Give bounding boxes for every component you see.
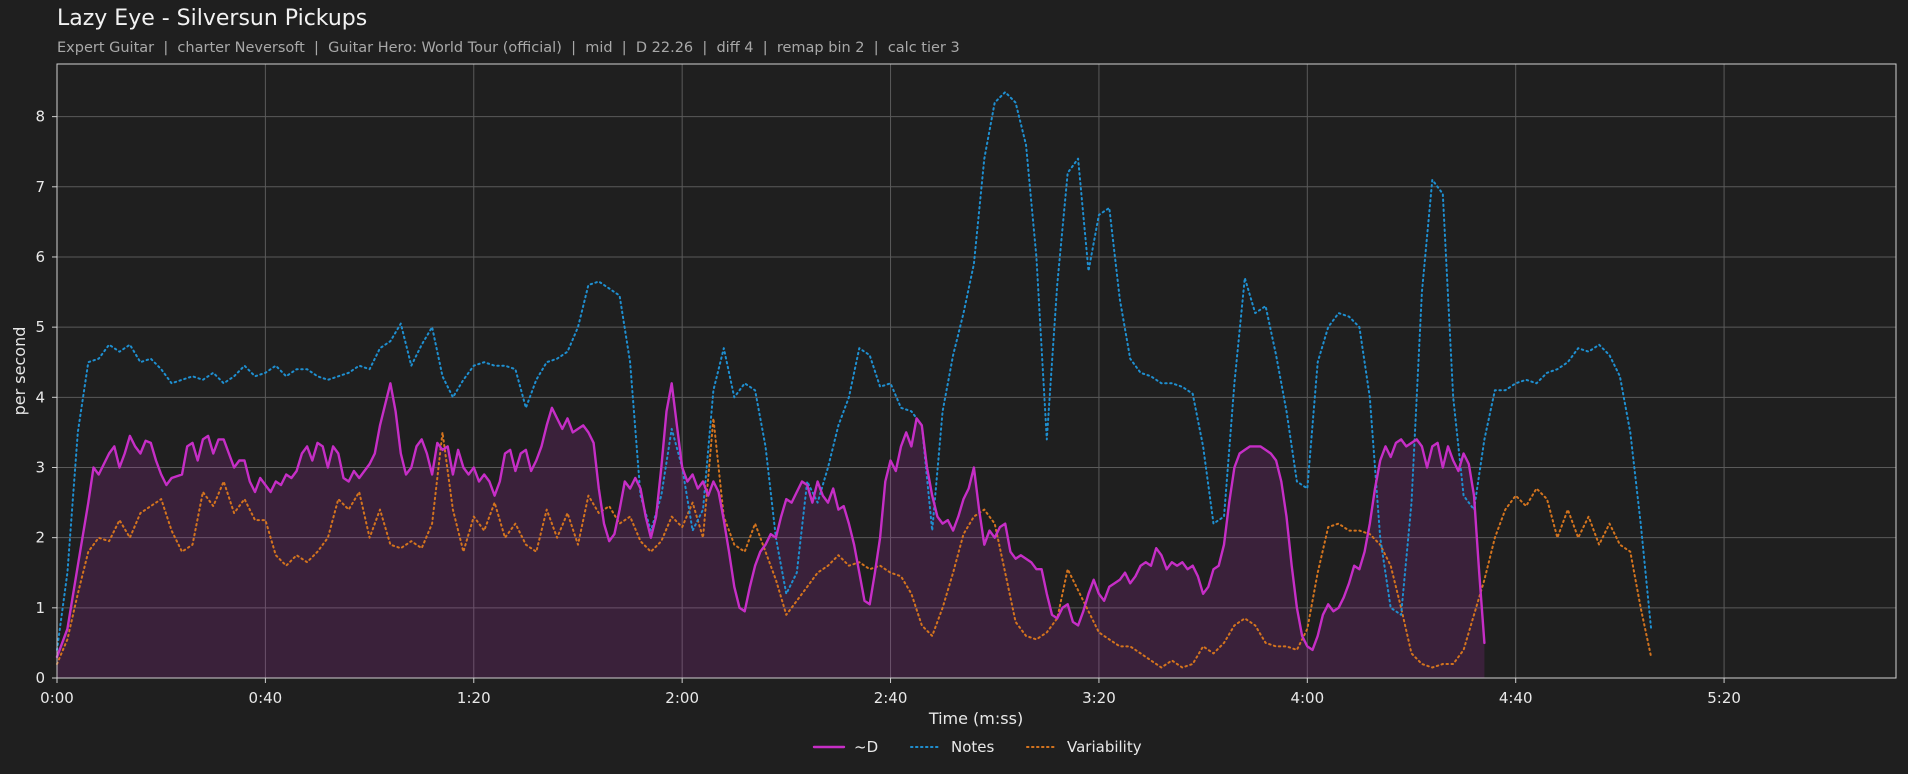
legend-label: ~D xyxy=(854,738,878,756)
series-layer xyxy=(55,91,1653,678)
y-tick-label: 8 xyxy=(35,108,45,126)
series-line-notes xyxy=(56,91,1653,651)
chart-title: Lazy Eye - Silversun Pickups xyxy=(57,6,368,31)
series-line-variability xyxy=(56,417,1653,669)
x-tick-label: 3:20 xyxy=(1082,689,1116,707)
x-tick-label: 2:40 xyxy=(874,689,908,707)
y-axis-label: per second xyxy=(10,327,29,416)
legend: ~D Notes Variability xyxy=(812,738,1142,756)
series-line-d xyxy=(55,382,1486,659)
y-tick-label: 4 xyxy=(35,388,45,406)
series-area-d xyxy=(57,383,1485,678)
plot-background xyxy=(57,64,1896,678)
x-tick-label: 2:00 xyxy=(665,689,699,707)
x-tick-label: 0:00 xyxy=(40,689,74,707)
legend-label: Notes xyxy=(951,738,995,756)
y-tick-label: 0 xyxy=(35,669,45,687)
y-tick-label: 6 xyxy=(35,248,45,266)
legend-label: Variability xyxy=(1067,738,1142,756)
y-tick-label: 5 xyxy=(35,318,45,336)
chart-subtitle: Expert Guitar | charter Neversoft | Guit… xyxy=(57,40,960,56)
y-tick-label: 3 xyxy=(35,458,45,476)
x-tick-label: 5:20 xyxy=(1707,689,1741,707)
x-tick-label: 1:20 xyxy=(457,689,491,707)
y-tick-label: 1 xyxy=(35,599,45,617)
x-tick-label: 4:00 xyxy=(1290,689,1324,707)
x-axis: 0:00 0:40 1:20 2:00 2:40 3:20 4:00 4:40 5:20 xyxy=(40,678,1741,707)
x-tick-label: 4:40 xyxy=(1499,689,1533,707)
x-tick-label: 0:40 xyxy=(249,689,283,707)
y-axis: 0 1 2 3 4 5 6 7 8 xyxy=(35,108,57,687)
x-axis-label: Time (m:ss) xyxy=(928,709,1023,728)
y-tick-label: 7 xyxy=(35,178,45,196)
plot-frame xyxy=(56,63,1897,679)
y-tick-label: 2 xyxy=(35,529,45,547)
